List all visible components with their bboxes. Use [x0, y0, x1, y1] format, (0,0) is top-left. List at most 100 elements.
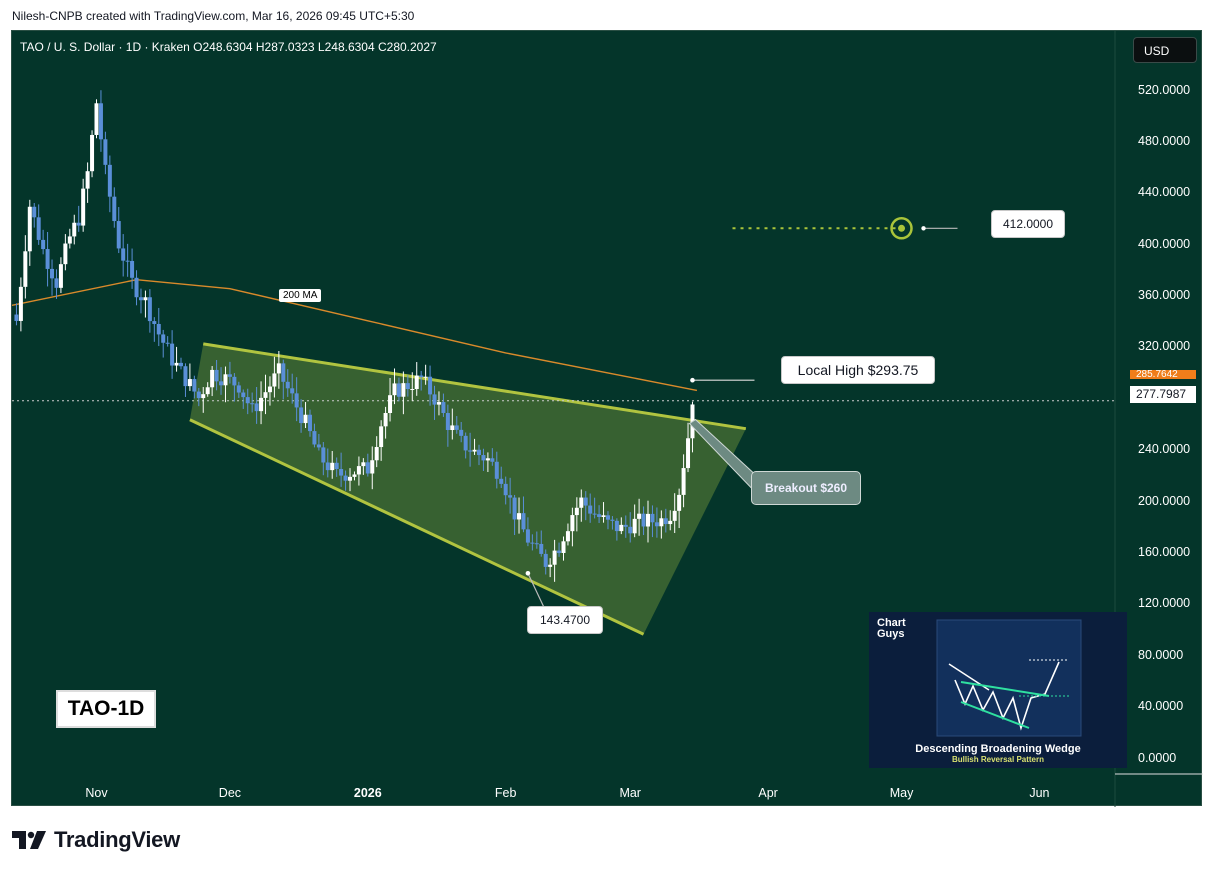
candle-body: [156, 323, 161, 335]
candle-body: [210, 369, 215, 388]
x-tick-label: Mar: [619, 786, 641, 800]
chart-panel[interactable]: TAO / U. S. Dollar · 1D · Kraken O248.63…: [11, 30, 1203, 807]
candle-body: [98, 103, 103, 140]
candle-body: [521, 513, 526, 530]
price-chart[interactable]: [12, 31, 1203, 807]
y-tick-label: 360.0000: [1138, 288, 1191, 303]
candle-body: [121, 248, 126, 261]
candle-body: [352, 474, 357, 477]
candle-body: [14, 314, 19, 321]
y-tick-label: 200.0000: [1138, 493, 1191, 508]
candle-body: [67, 236, 72, 244]
candle-body: [290, 388, 295, 394]
candle-body: [592, 513, 597, 515]
candle-body: [58, 264, 63, 288]
candle-body: [370, 460, 375, 474]
candle-body: [517, 513, 522, 520]
candle-body: [325, 462, 330, 471]
candle-body: [650, 513, 655, 523]
candle-body: [686, 438, 691, 469]
candle-body: [339, 469, 344, 476]
y-tick-label: 240.0000: [1138, 442, 1191, 457]
candle-body: [285, 381, 290, 389]
candle-body: [557, 550, 562, 553]
candle-body: [405, 383, 410, 390]
candle-body: [312, 431, 317, 445]
candle-body: [530, 542, 535, 544]
candle-body: [112, 196, 117, 222]
local-high-callout: Local High $293.75: [781, 356, 935, 384]
y-tick-label: 0.0000: [1138, 750, 1177, 765]
candle-body: [396, 383, 401, 397]
candle-body: [138, 297, 143, 301]
candle-body: [179, 362, 184, 367]
candle-body: [263, 392, 268, 398]
candle-body: [463, 435, 468, 451]
candle-body: [605, 515, 610, 520]
candle-body: [134, 277, 139, 298]
candle-body: [423, 376, 428, 378]
last-price-tag: 277.7987: [1130, 386, 1196, 403]
candle-body: [388, 395, 393, 413]
candle-body: [543, 553, 548, 567]
candle-body: [632, 518, 637, 534]
target-price-callout: 412.0000: [991, 210, 1065, 238]
candle-body: [76, 222, 81, 226]
candle-body: [677, 494, 682, 511]
candle-body: [668, 520, 673, 525]
candle-body: [50, 268, 55, 279]
x-tick-label: Nov: [85, 786, 108, 800]
target-connector-dot: [921, 226, 926, 231]
candle-body: [610, 519, 615, 521]
low-dot: [525, 570, 531, 576]
wedge-lower-line: [189, 418, 645, 636]
candle-body: [619, 524, 624, 532]
candle-body: [330, 462, 335, 471]
candle-body: [534, 543, 539, 545]
candle-body: [23, 251, 28, 287]
y-tick-label: 440.0000: [1138, 185, 1191, 200]
candle-body: [321, 447, 326, 463]
y-tick-label: 400.0000: [1138, 236, 1191, 251]
candle-body: [441, 402, 446, 414]
candle-body: [187, 379, 192, 387]
candle-body: [36, 217, 41, 240]
candle-body: [196, 391, 201, 399]
candle-body: [241, 392, 246, 398]
candle-body: [508, 495, 513, 498]
candle-body: [41, 239, 46, 250]
x-tick-label: May: [889, 786, 914, 800]
x-tick-label: Dec: [218, 786, 242, 800]
candle-body: [307, 414, 312, 432]
pattern-illustration: [936, 619, 1082, 737]
candle-body: [214, 369, 219, 382]
candle-body: [227, 374, 232, 377]
candle-body: [32, 206, 37, 218]
tradingview-logo[interactable]: TradingView: [12, 827, 180, 853]
candle-body: [659, 518, 664, 527]
chartguys-logo: Chart Guys: [877, 617, 906, 640]
currency-button[interactable]: USD: [1133, 37, 1197, 63]
candle-body: [597, 514, 602, 517]
candle-body: [316, 444, 321, 448]
candle-body: [654, 522, 659, 527]
pattern-inset-image: Chart Guys Descending Broadening Wedge Bu…: [869, 612, 1127, 768]
x-tick-label: Jun: [1029, 786, 1050, 800]
wedge-fill: [189, 343, 746, 635]
candle-body: [681, 468, 686, 495]
candle-body: [94, 103, 99, 135]
x-tick-label: Apr: [758, 786, 778, 800]
candle-body: [165, 342, 170, 344]
candle-body: [419, 375, 424, 378]
candle-body: [192, 379, 197, 392]
candle-body: [81, 188, 86, 226]
candle-body: [294, 393, 299, 408]
candle-body: [201, 394, 206, 399]
y-tick-label: 40.0000: [1138, 699, 1184, 714]
candle-body: [356, 466, 361, 475]
candle-body: [259, 397, 264, 412]
low-connector: [527, 573, 545, 608]
candle-body: [468, 450, 473, 452]
candle-body: [561, 541, 566, 553]
inset-subtitle: Bullish Reversal Pattern: [951, 755, 1045, 764]
